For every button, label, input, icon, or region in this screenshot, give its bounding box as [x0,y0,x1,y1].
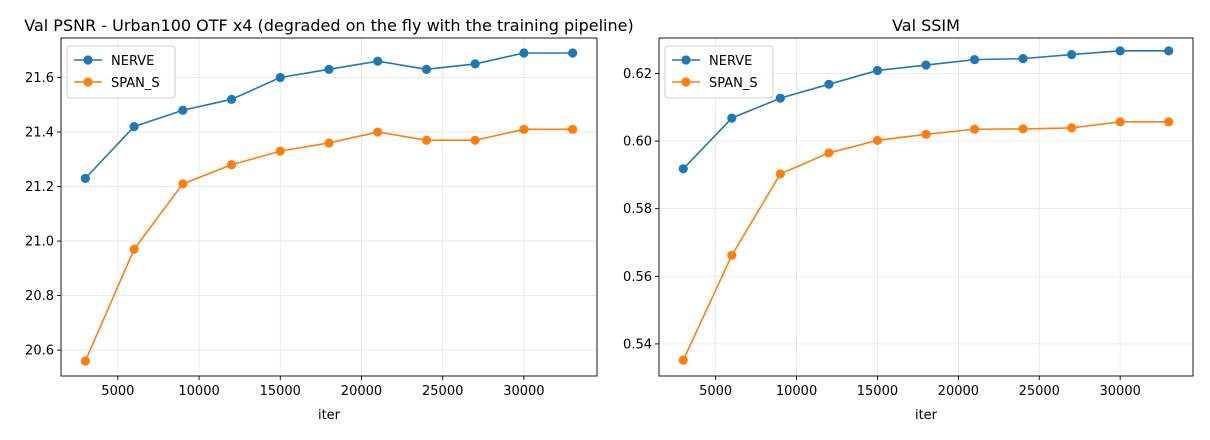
chart-title: Val PSNR - Urban100 OTF x4 (degraded on … [24,16,633,35]
data-point-nerve [727,113,737,123]
data-point-span-s [129,244,139,254]
y-tick-label: 21.4 [25,126,54,141]
data-point-nerve [519,48,529,58]
data-point-nerve [775,93,785,103]
data-point-span-s [178,179,188,189]
data-point-nerve [568,48,578,58]
data-point-nerve [872,65,883,76]
chart-panel-1: 5000 10000 15000 20000 25000 30000 20.6 20.8 21.… [24,16,633,423]
data-point-nerve [470,59,480,69]
plot-frame [658,37,1194,377]
y-tick-label: 0.60 [623,135,652,150]
data-point-span-s [824,148,834,158]
x-tick-label: 15000 [260,384,301,399]
chart-panel-2: 5000 10000 15000 20000 25000 30000 0.54 0.56 0.5… [623,16,1194,423]
series-line-span-s [682,121,1169,361]
series-line-span-s [84,128,573,362]
y-tick-label: 21.6 [25,71,54,86]
legend-marker [83,77,93,87]
data-point-span-s [373,127,383,137]
data-point-nerve [373,56,383,66]
x-tick-label: 10000 [776,384,817,399]
y-tick-label: 20.8 [25,289,54,304]
legend: NERVE SPAN_S [66,45,176,99]
legend-label: NERVE [709,54,752,69]
data-point-nerve [178,105,188,115]
data-point-span-s [470,135,480,145]
y-tick-label: 21.2 [25,180,54,195]
legend-box [664,45,774,99]
legend-box [66,45,176,99]
data-point-nerve [226,94,237,104]
data-point-nerve [921,60,931,70]
data-point-nerve [80,173,90,183]
data-point-span-s [969,124,980,134]
data-point-nerve [275,72,285,83]
legend-label: SPAN_S [111,76,160,91]
x-tick-label: 30000 [1100,384,1141,399]
data-point-nerve [1164,46,1174,56]
y-tick-label: 0.54 [623,337,652,352]
data-point-nerve [324,64,334,74]
data-point-nerve [129,121,139,132]
x-tick-label: 20000 [341,384,382,399]
data-point-nerve [1067,49,1077,60]
plot-frame [60,37,598,377]
x-axis-label: iter [915,408,938,423]
data-point-span-s [775,169,785,179]
x-tick-label: 20000 [938,384,979,399]
data-point-span-s [80,356,90,366]
data-point-span-s [421,135,432,145]
y-tick-label: 0.62 [623,67,652,82]
data-point-span-s [226,160,237,170]
y-tick-label: 0.58 [623,202,652,217]
data-point-nerve [678,164,688,174]
data-point-nerve [1018,54,1028,64]
data-point-span-s [568,124,578,134]
data-point-nerve [1115,46,1125,56]
data-point-span-s [1164,117,1174,127]
x-axis-label: iter [318,408,341,423]
data-point-span-s [275,146,285,156]
data-point-span-s [678,355,688,365]
data-point-nerve [969,55,980,65]
legend: NERVE SPAN_S [664,45,774,99]
data-point-nerve [824,79,834,89]
data-point-nerve [421,64,432,74]
legend-label: NERVE [111,54,154,69]
legend-marker [83,55,93,65]
data-point-span-s [921,129,931,139]
x-tick-label: 25000 [1019,384,1060,399]
data-point-span-s [519,124,529,134]
data-point-span-s [324,138,334,148]
x-tick-label: 15000 [857,384,898,399]
x-tick-label: 25000 [422,384,463,399]
x-tick-label: 10000 [178,384,219,399]
chart-title: Val SSIM [892,16,960,35]
data-point-span-s [727,250,737,260]
legend-label: SPAN_S [709,76,758,91]
y-tick-label: 21.0 [25,235,54,250]
data-point-span-s [1115,117,1125,127]
x-tick-label: 30000 [503,384,544,399]
data-point-span-s [1067,123,1077,133]
x-tick-label: 5000 [699,384,732,399]
x-tick-label: 5000 [101,384,134,399]
legend-marker [681,77,691,87]
data-point-span-s [1018,124,1028,134]
y-tick-label: 20.6 [25,344,54,359]
data-point-span-s [872,135,883,146]
y-tick-label: 0.56 [623,270,652,285]
legend-marker [681,55,691,65]
